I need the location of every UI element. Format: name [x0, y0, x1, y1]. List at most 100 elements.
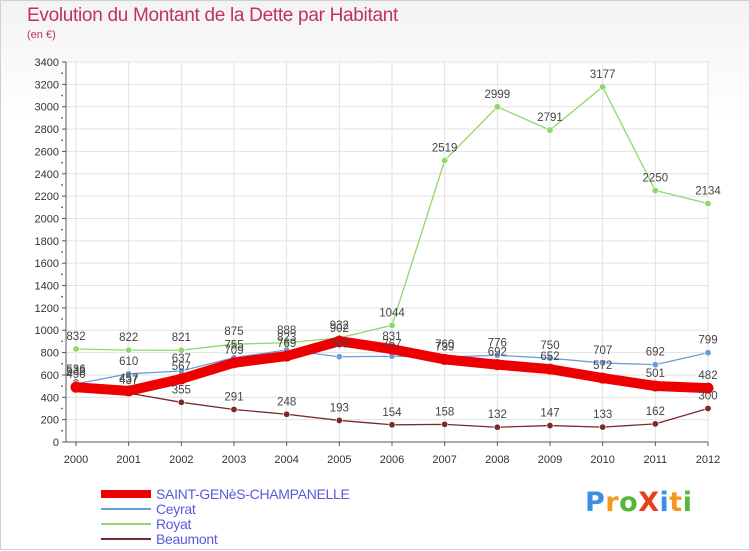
legend-swatch: [101, 523, 151, 525]
data-label: 482: [698, 370, 717, 382]
x-tick-label: 2003: [222, 454, 246, 466]
data-label: 610: [119, 356, 138, 368]
data-label: 133: [593, 409, 612, 421]
data-point: [599, 423, 607, 431]
data-label: 437: [119, 375, 138, 387]
x-tick-label: 2004: [274, 454, 298, 466]
y-tick-label: 1200: [35, 303, 59, 315]
data-point: [333, 335, 345, 347]
data-point: [283, 410, 291, 418]
data-point: [649, 380, 661, 392]
y-minor-tick: [61, 362, 63, 365]
data-label: 760: [435, 339, 454, 351]
data-label: 763: [330, 339, 349, 351]
data-point: [546, 354, 554, 362]
data-label: 932: [330, 320, 349, 332]
data-label: 536: [66, 364, 85, 376]
legend-swatch: [101, 490, 151, 498]
data-label: 457: [119, 373, 138, 385]
data-label: 902: [330, 323, 349, 335]
data-label: 567: [172, 361, 191, 373]
data-label: 709: [224, 345, 243, 357]
data-label: 776: [488, 337, 507, 349]
data-label: 572: [593, 360, 612, 372]
data-point: [546, 422, 554, 430]
data-label: 490: [66, 369, 85, 381]
y-tick-label: 3400: [35, 57, 59, 69]
data-point: [175, 373, 187, 385]
y-minor-tick: [61, 94, 63, 97]
data-label: 300: [698, 390, 717, 402]
data-label: 248: [277, 396, 296, 408]
data-point: [388, 321, 396, 329]
legend-item-beaumont: Beaumont: [101, 531, 218, 547]
y-tick-label: 2000: [35, 213, 59, 225]
y-minor-tick: [61, 340, 63, 343]
data-point: [704, 404, 712, 412]
y-minor-tick: [61, 251, 63, 253]
data-label: 2791: [537, 112, 563, 124]
data-point: [702, 382, 714, 394]
x-tick-label: 2006: [380, 454, 404, 466]
data-point: [230, 405, 238, 413]
data-point: [704, 349, 712, 357]
y-tick-label: 1000: [35, 325, 59, 337]
data-label: 532: [66, 366, 85, 378]
y-minor-tick: [61, 184, 63, 186]
data-point: [544, 363, 556, 375]
data-point: [230, 340, 238, 348]
data-label: 132: [488, 409, 507, 421]
data-point: [123, 385, 135, 397]
data-point: [493, 351, 501, 359]
data-label: 2519: [432, 142, 458, 154]
x-tick-label: 2011: [644, 454, 668, 466]
data-point: [335, 416, 343, 424]
data-point: [386, 343, 398, 355]
data-label: 2250: [643, 173, 669, 185]
data-label: 707: [593, 345, 612, 357]
data-label: 692: [646, 347, 665, 359]
y-minor-tick: [61, 206, 63, 209]
y-tick-label: 600: [41, 370, 59, 382]
y-minor-tick: [61, 161, 63, 164]
y-tick-label: 400: [41, 392, 59, 404]
data-label: 821: [172, 332, 191, 344]
data-label: 162: [646, 406, 665, 418]
data-point: [651, 420, 659, 428]
data-point: [439, 353, 451, 365]
y-tick-label: 2800: [35, 124, 59, 136]
legend-label: Beaumont: [156, 531, 218, 547]
y-tick-label: 3200: [35, 79, 59, 91]
series-layer: [70, 83, 714, 431]
y-tick-label: 0: [53, 437, 59, 449]
legend-item-ceyrat: Ceyrat: [101, 501, 196, 517]
x-tick-label: 2010: [590, 454, 614, 466]
data-point: [704, 199, 712, 207]
y-tick-label: 1400: [35, 281, 59, 293]
data-label: 158: [435, 406, 454, 418]
data-label: 823: [277, 332, 296, 344]
data-label: 750: [540, 340, 559, 352]
legend-item-royat: Royat: [101, 516, 191, 532]
data-point: [335, 353, 343, 361]
data-point: [493, 423, 501, 431]
y-minor-tick: [61, 228, 63, 231]
y-minor-tick: [61, 429, 63, 432]
data-point: [651, 187, 659, 195]
data-label: 1044: [379, 307, 405, 319]
y-minor-tick: [61, 273, 63, 276]
y-minor-tick: [61, 116, 63, 119]
data-point: [493, 103, 501, 111]
data-label: 3177: [590, 69, 616, 81]
x-tick-label: 2000: [64, 454, 88, 466]
y-tick-label: 2400: [35, 169, 59, 181]
legend-swatch: [101, 508, 151, 510]
chart-title: Evolution du Montant de la Dette par Hab…: [27, 5, 398, 26]
data-point: [441, 156, 449, 164]
legend-swatch: [101, 538, 151, 540]
data-label: 875: [224, 326, 243, 338]
data-point: [177, 346, 185, 354]
data-label: 799: [698, 335, 717, 347]
data-point: [597, 372, 609, 384]
y-tick-label: 1600: [35, 258, 59, 270]
